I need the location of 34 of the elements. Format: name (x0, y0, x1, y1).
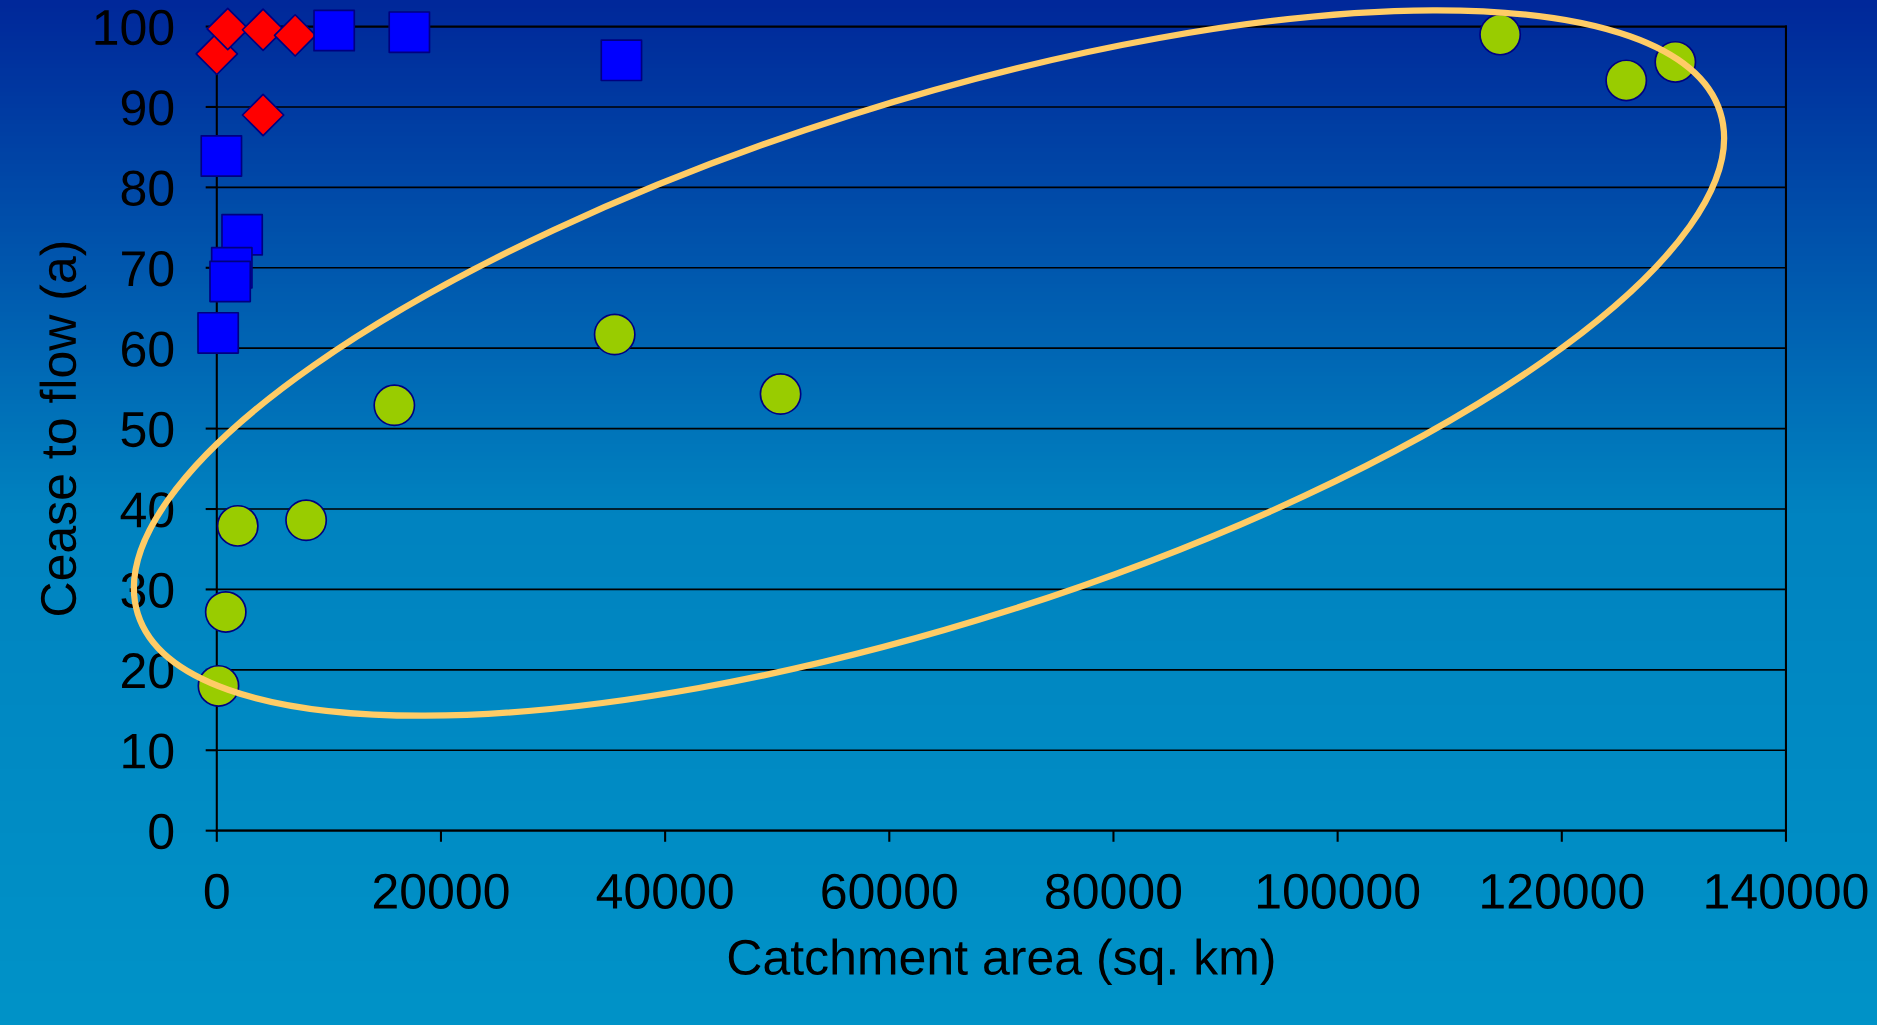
x-tick-label: 140000 (1706, 873, 1868, 910)
x-tick-label: 100000 (1258, 873, 1420, 910)
point (1479, 13, 1522, 56)
point (373, 384, 416, 427)
point (313, 9, 356, 52)
x-tick-label: 0 (204, 873, 229, 910)
point (197, 311, 240, 354)
point (241, 8, 285, 52)
point (759, 373, 802, 416)
x-tick-label: 80000 (1046, 873, 1182, 910)
y-tick-label: 100 (95, 9, 174, 46)
point (593, 313, 636, 356)
point (204, 590, 247, 633)
x-tick-label: 60000 (822, 873, 957, 910)
y-tick-label: 50 (121, 411, 174, 448)
y-tick-label: 80 (121, 170, 174, 206)
point (241, 93, 285, 137)
point (600, 39, 643, 82)
y-tick-label: 70 (122, 250, 174, 287)
y-tick-label: 90 (121, 90, 174, 126)
y-tick-label: 10 (123, 733, 174, 769)
y-tick-label: 0 (149, 813, 174, 850)
point (216, 504, 259, 547)
point (1605, 59, 1648, 102)
x-axis-title: Catchment area (sq. km) (728, 938, 1274, 985)
y-axis-title: Cease to flow (a) (39, 242, 87, 616)
point (200, 135, 243, 177)
x-tick-label: 120000 (1482, 873, 1644, 910)
point (285, 499, 328, 542)
y-tick-label: 60 (122, 331, 174, 367)
x-tick-label: 20000 (373, 873, 509, 910)
point (388, 11, 431, 54)
x-tick-label: 40000 (596, 873, 733, 910)
point (209, 260, 252, 303)
